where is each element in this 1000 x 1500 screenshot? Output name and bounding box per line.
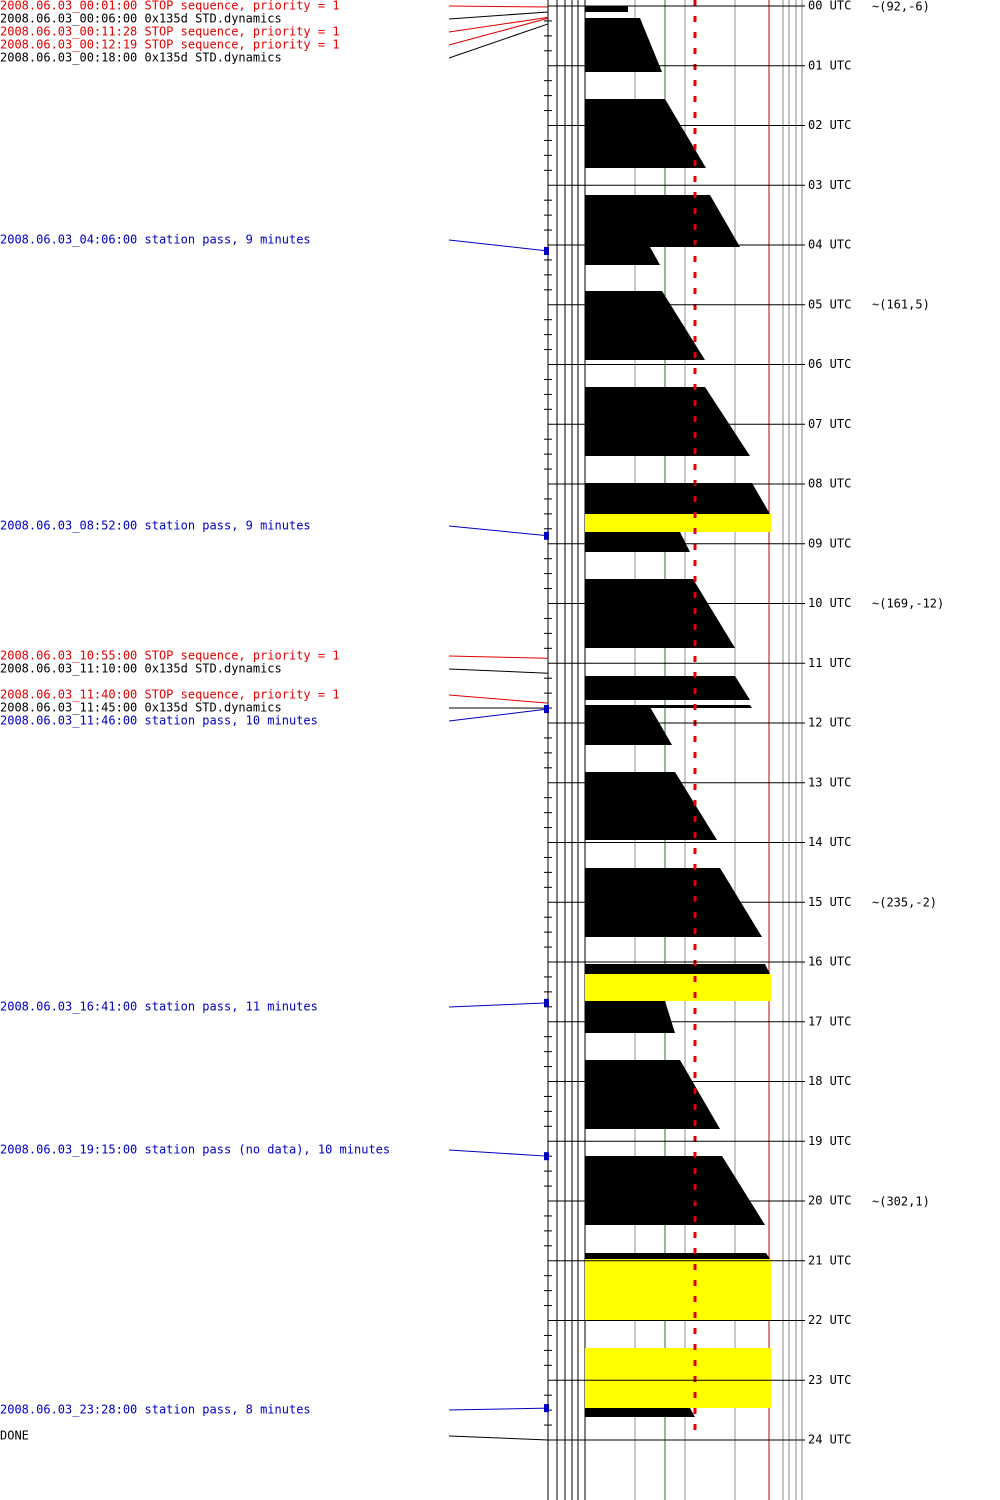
pass-marker [544, 998, 549, 1007]
event-text: 2008.06.03_00:11:28 STOP sequence, prior… [0, 25, 340, 39]
hour-label: 17 UTC [808, 1014, 851, 1028]
event-text: 2008.06.03_11:10:00 0x135d STD.dynamics [0, 662, 282, 676]
orbit-block [585, 772, 717, 840]
hour-label: 04 UTC [808, 238, 851, 252]
event-text: 2008.06.03_11:46:00 station pass, 10 min… [0, 714, 318, 728]
hour-label: 09 UTC [808, 536, 851, 550]
orbit-block [585, 195, 740, 247]
done-text: DONE [0, 1429, 29, 1443]
orbit-block [585, 579, 735, 648]
hour-label: 19 UTC [808, 1134, 851, 1148]
pass-marker [544, 1152, 549, 1161]
hour-label: 22 UTC [808, 1313, 851, 1327]
hour-label: 15 UTC [808, 895, 851, 909]
annotation: ~(169,-12) [872, 597, 944, 611]
orbit-block [585, 1408, 695, 1417]
event-text: 2008.06.03_19:15:00 station pass (no dat… [0, 1143, 390, 1157]
event-text: 2008.06.03_11:40:00 STOP sequence, prior… [0, 688, 340, 702]
event-pointer [448, 5, 549, 8]
event-text: 2008.06.03_10:55:00 STOP sequence, prior… [0, 649, 340, 663]
orbit-block [585, 1001, 675, 1033]
event-pointer [448, 525, 549, 537]
pass-block [585, 974, 771, 1001]
annotation: ~(92,-6) [872, 0, 930, 14]
event-pointer [448, 655, 549, 659]
orbit-block [585, 676, 750, 700]
event-text: 2008.06.03_00:06:00 0x135d STD.dynamics [0, 12, 282, 26]
event-pointer [448, 1002, 549, 1008]
event-pointer [448, 239, 549, 252]
event-pointer [448, 16, 549, 33]
orbit-block [585, 387, 750, 456]
event-pointer [448, 694, 549, 704]
event-pointer [448, 708, 549, 722]
hour-label: 06 UTC [808, 357, 851, 371]
orbit-block [585, 964, 770, 974]
hour-label: 08 UTC [808, 477, 851, 491]
orbit-block [585, 6, 628, 12]
orbit-block [585, 247, 660, 265]
annotation: ~(235,-2) [872, 896, 937, 910]
hour-label: 12 UTC [808, 716, 851, 730]
hour-label: 10 UTC [808, 596, 851, 610]
orbit-block [585, 532, 690, 552]
hour-label: 00 UTC [808, 0, 851, 13]
hour-label: 01 UTC [808, 58, 851, 72]
orbit-block [585, 1253, 770, 1259]
pass-marker [544, 705, 549, 714]
orbit-block [585, 18, 662, 72]
hour-label: 16 UTC [808, 955, 851, 969]
event-pointer [448, 17, 549, 46]
hour-label: 21 UTC [808, 1253, 851, 1267]
event-text: 2008.06.03_00:12:19 STOP sequence, prior… [0, 38, 340, 52]
hour-label: 23 UTC [808, 1373, 851, 1387]
event-pointer [448, 668, 549, 674]
pass-block [585, 514, 771, 532]
event-pointer [448, 1435, 549, 1441]
event-pointer [448, 1149, 549, 1157]
event-text: 2008.06.03_00:18:00 0x135d STD.dynamics [0, 51, 282, 65]
hour-label: 05 UTC [808, 297, 851, 311]
orbit-block [585, 1156, 765, 1225]
orbit-block [585, 1060, 720, 1129]
event-text: 2008.06.03_04:06:00 station pass, 9 minu… [0, 233, 311, 247]
orbit-block [585, 483, 770, 514]
hour-label: 24 UTC [808, 1433, 851, 1447]
hour-label: 03 UTC [808, 178, 851, 192]
annotation: ~(302,1) [872, 1195, 930, 1209]
hour-label: 13 UTC [808, 775, 851, 789]
pass-marker [544, 531, 549, 540]
pass-marker [544, 246, 549, 255]
event-pointer [448, 23, 549, 59]
event-text: 2008.06.03_16:41:00 station pass, 11 min… [0, 1000, 318, 1014]
annotation: ~(161,5) [872, 298, 930, 312]
event-text: 2008.06.03_23:28:00 station pass, 8 minu… [0, 1403, 311, 1417]
orbit-block [585, 99, 706, 168]
orbit-block [585, 291, 705, 360]
event-pointer [448, 1407, 549, 1411]
hour-label: 02 UTC [808, 118, 851, 132]
hour-label: 20 UTC [808, 1194, 851, 1208]
pass-block [585, 1259, 771, 1321]
hour-label: 07 UTC [808, 417, 851, 431]
event-text: 2008.06.03_08:52:00 station pass, 9 minu… [0, 519, 311, 533]
event-pointer [448, 11, 549, 20]
orbit-block [585, 707, 672, 745]
hour-label: 18 UTC [808, 1074, 851, 1088]
pass-block [585, 1348, 771, 1408]
hour-label: 14 UTC [808, 835, 851, 849]
event-text: 2008.06.03_00:01:00 STOP sequence, prior… [0, 0, 340, 13]
pass-marker [544, 1404, 549, 1413]
hour-label: 11 UTC [808, 656, 851, 670]
event-text: 2008.06.03_11:45:00 0x135d STD.dynamics [0, 701, 282, 715]
